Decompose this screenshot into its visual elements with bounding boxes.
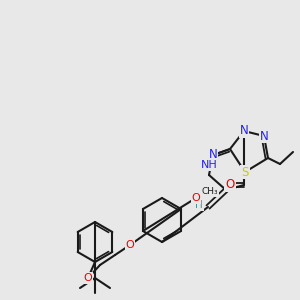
Text: NH: NH: [201, 160, 218, 170]
Text: H: H: [195, 200, 203, 210]
Text: CH₃: CH₃: [202, 188, 218, 196]
Text: O: O: [192, 193, 200, 203]
Text: O: O: [84, 273, 92, 283]
Text: O: O: [225, 178, 235, 191]
Text: N: N: [208, 148, 217, 161]
Text: N: N: [240, 124, 248, 137]
Text: S: S: [241, 166, 249, 178]
Text: N: N: [260, 130, 268, 142]
Text: O: O: [126, 240, 134, 250]
